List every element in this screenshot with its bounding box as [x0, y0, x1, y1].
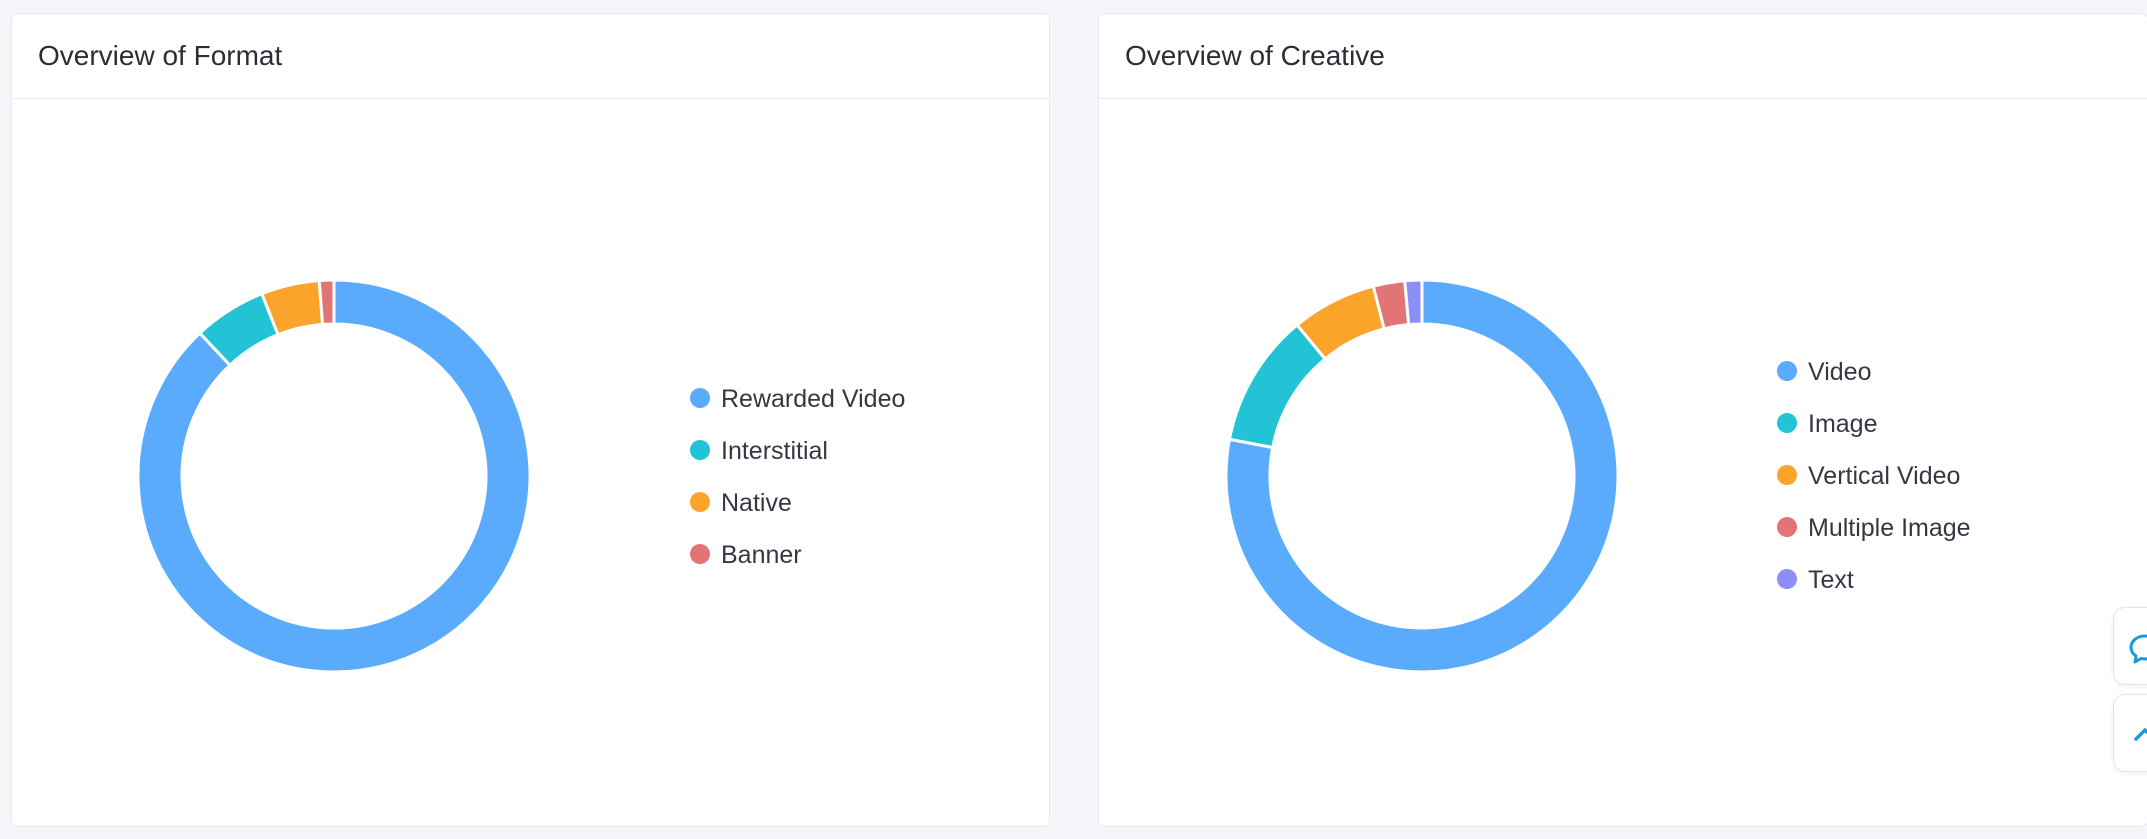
legend-marker — [1777, 413, 1797, 433]
legend-marker — [1777, 361, 1797, 381]
legend-marker — [690, 440, 710, 460]
creative-donut-chart: Video Image Vertical Video Multiple Image Te… — [1224, 278, 1971, 674]
legend-marker — [690, 544, 710, 564]
legend-label: Image — [1808, 410, 1877, 438]
legend-marker — [690, 492, 710, 512]
chat-bubble-icon — [2129, 634, 2147, 664]
back-to-top-icon — [2134, 728, 2147, 741]
legend-item-multiple-image[interactable]: Multiple Image — [1777, 514, 1971, 542]
pie-slice-text[interactable] — [1403, 278, 1424, 327]
legend-item-interstitial[interactable]: Interstitial — [690, 437, 828, 465]
card-title: Overview of Creative — [1099, 14, 2147, 99]
legend-item-vertical-video[interactable]: Vertical Video — [1777, 462, 1960, 490]
legend-label: Interstitial — [721, 437, 828, 465]
legend-label: Rewarded Video — [721, 385, 905, 413]
format-overview-card: Overview of Format Rewarded Video Interst… — [11, 13, 1050, 827]
legend-label: Multiple Image — [1808, 514, 1971, 542]
legend-item-image[interactable]: Image — [1777, 410, 1877, 438]
legend-item-banner[interactable]: Banner — [690, 541, 802, 569]
pie-slice-rewarded-video[interactable] — [136, 278, 532, 674]
legend-label: Vertical Video — [1808, 462, 1960, 490]
legend-marker — [1777, 465, 1797, 485]
legend-label: Video — [1808, 358, 1872, 386]
legend-item-rewarded-video[interactable]: Rewarded Video — [690, 385, 905, 413]
pie-slice-video[interactable] — [1224, 278, 1620, 674]
creative-overview-card: Overview of Creative Video Image Vertical … — [1098, 13, 2147, 827]
legend-item-video[interactable]: Video — [1777, 358, 1872, 386]
legend-marker — [690, 388, 710, 408]
card-title: Overview of Format — [12, 14, 1049, 99]
legend-marker — [1777, 517, 1797, 537]
legend-label: Banner — [721, 541, 802, 569]
legend-label: Text — [1808, 566, 1854, 594]
legend-label: Native — [721, 489, 792, 517]
legend-marker — [1777, 569, 1797, 589]
chat-button[interactable] — [2113, 607, 2147, 685]
legend-item-text[interactable]: Text — [1777, 566, 1854, 594]
legend-item-native[interactable]: Native — [690, 489, 792, 517]
back-to-top-button[interactable] — [2113, 694, 2147, 772]
format-donut-chart: Rewarded Video Interstitial Native Banner — [136, 278, 905, 674]
pie-slice-banner[interactable] — [317, 278, 336, 326]
